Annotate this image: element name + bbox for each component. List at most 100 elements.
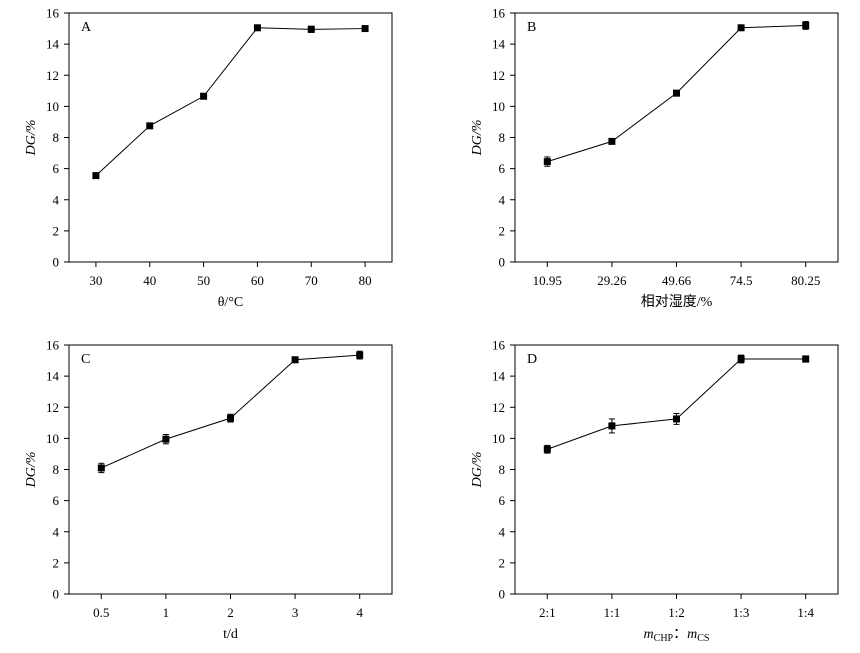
plot-frame (514, 344, 839, 595)
y-tick-label: 4 (53, 192, 60, 207)
y-axis-label: DG/% (24, 452, 39, 489)
y-tick-label: 8 (499, 462, 506, 477)
y-tick-label: 14 (492, 369, 506, 384)
plot-frame (68, 12, 393, 263)
x-tick-label: 29.26 (597, 273, 627, 288)
y-tick-label: 6 (53, 161, 60, 176)
y-tick-label: 8 (499, 130, 506, 145)
x-axis-label-part: ： (673, 627, 687, 642)
series-line (101, 354, 360, 469)
x-axis-label-part: m (687, 627, 697, 642)
y-tick-label: 6 (499, 161, 506, 176)
data-point (97, 464, 105, 472)
panel-label: B (527, 20, 536, 35)
x-axis-label-part: CS (697, 633, 709, 644)
x-tick-label: 80 (359, 273, 372, 288)
x-tick-label: 0.5 (93, 605, 109, 620)
y-tick-label: 4 (53, 524, 60, 539)
y-tick-label: 14 (492, 37, 506, 52)
y-axis-label: DG/% (470, 452, 485, 489)
y-tick-label: 10 (46, 99, 59, 114)
series-line (95, 27, 366, 176)
x-tick-label: 40 (143, 273, 156, 288)
data-point (802, 355, 810, 363)
x-tick-label: 1:1 (604, 605, 621, 620)
y-tick-label: 10 (492, 431, 505, 446)
data-point (543, 158, 551, 166)
x-axis-label-part: CHP (654, 633, 674, 644)
data-point (543, 445, 551, 453)
y-tick-label: 2 (53, 555, 60, 570)
data-point (253, 24, 261, 32)
x-tick-label: 80.25 (791, 273, 820, 288)
y-tick-label: 2 (499, 555, 506, 570)
y-axis-label: DG/% (470, 120, 485, 157)
data-point (92, 172, 100, 180)
x-tick-label: 1:3 (733, 605, 750, 620)
x-tick-label: 1 (163, 605, 170, 620)
y-tick-label: 12 (46, 400, 59, 415)
y-tick-label: 16 (492, 6, 506, 21)
y-tick-label: 12 (492, 400, 505, 415)
data-point (608, 422, 616, 430)
y-tick-label: 16 (46, 6, 60, 21)
y-tick-label: 2 (499, 223, 506, 238)
data-point (356, 351, 364, 359)
x-tick-label: 50 (197, 273, 210, 288)
x-tick-label: 49.66 (662, 273, 692, 288)
x-tick-label: 60 (251, 273, 264, 288)
data-point (673, 415, 680, 423)
y-tick-label: 12 (492, 68, 505, 83)
x-tick-label: 2 (227, 605, 234, 620)
panel-label: C (81, 352, 90, 367)
y-tick-label: 8 (53, 462, 60, 477)
data-point (608, 137, 616, 145)
data-point (200, 92, 208, 100)
data-point (146, 122, 154, 130)
y-tick-label: 12 (46, 68, 59, 83)
y-tick-label: 4 (499, 192, 506, 207)
x-axis-label: mCHP：mCS (644, 627, 710, 644)
x-tick-label: 30 (89, 273, 102, 288)
y-tick-label: 6 (53, 493, 60, 508)
y-tick-label: 10 (46, 431, 59, 446)
y-tick-label: 4 (499, 524, 506, 539)
data-point (291, 356, 299, 364)
x-axis-label-part: m (644, 627, 654, 642)
panel-label: D (527, 352, 537, 367)
y-tick-label: 16 (46, 338, 60, 353)
data-point (361, 25, 369, 33)
y-tick-label: 0 (53, 587, 60, 602)
x-tick-label: 1:2 (668, 605, 685, 620)
x-tick-label: 10.95 (533, 273, 562, 288)
data-point (162, 435, 170, 443)
x-axis-label: 相对湿度/% (641, 294, 713, 310)
data-point (802, 21, 810, 29)
y-axis-label: DG/% (24, 120, 39, 157)
series-line (547, 358, 806, 450)
x-tick-label: 2:1 (539, 605, 556, 620)
x-tick-label: 1:4 (797, 605, 814, 620)
y-tick-label: 16 (492, 338, 506, 353)
y-tick-label: 0 (499, 587, 506, 602)
x-axis-label: t/d (223, 627, 238, 642)
y-tick-label: 0 (53, 255, 60, 270)
plot-frame (514, 12, 839, 263)
data-point (227, 414, 234, 422)
data-point (737, 24, 745, 32)
data-point (737, 355, 745, 363)
data-point (307, 25, 315, 33)
y-tick-label: 6 (499, 493, 506, 508)
y-tick-label: 10 (492, 99, 505, 114)
chart-panel-a: 0 2 4 6 8 10 12 14 16 30 40 50 60 70 80 A DG/% θ/°C (24, 6, 393, 310)
y-tick-label: 8 (53, 130, 60, 145)
y-tick-label: 2 (53, 223, 60, 238)
y-tick-label: 0 (499, 255, 506, 270)
x-tick-label: 4 (356, 605, 363, 620)
y-tick-label: 14 (46, 37, 60, 52)
x-tick-label: 70 (305, 273, 318, 288)
y-tick-label: 14 (46, 369, 60, 384)
